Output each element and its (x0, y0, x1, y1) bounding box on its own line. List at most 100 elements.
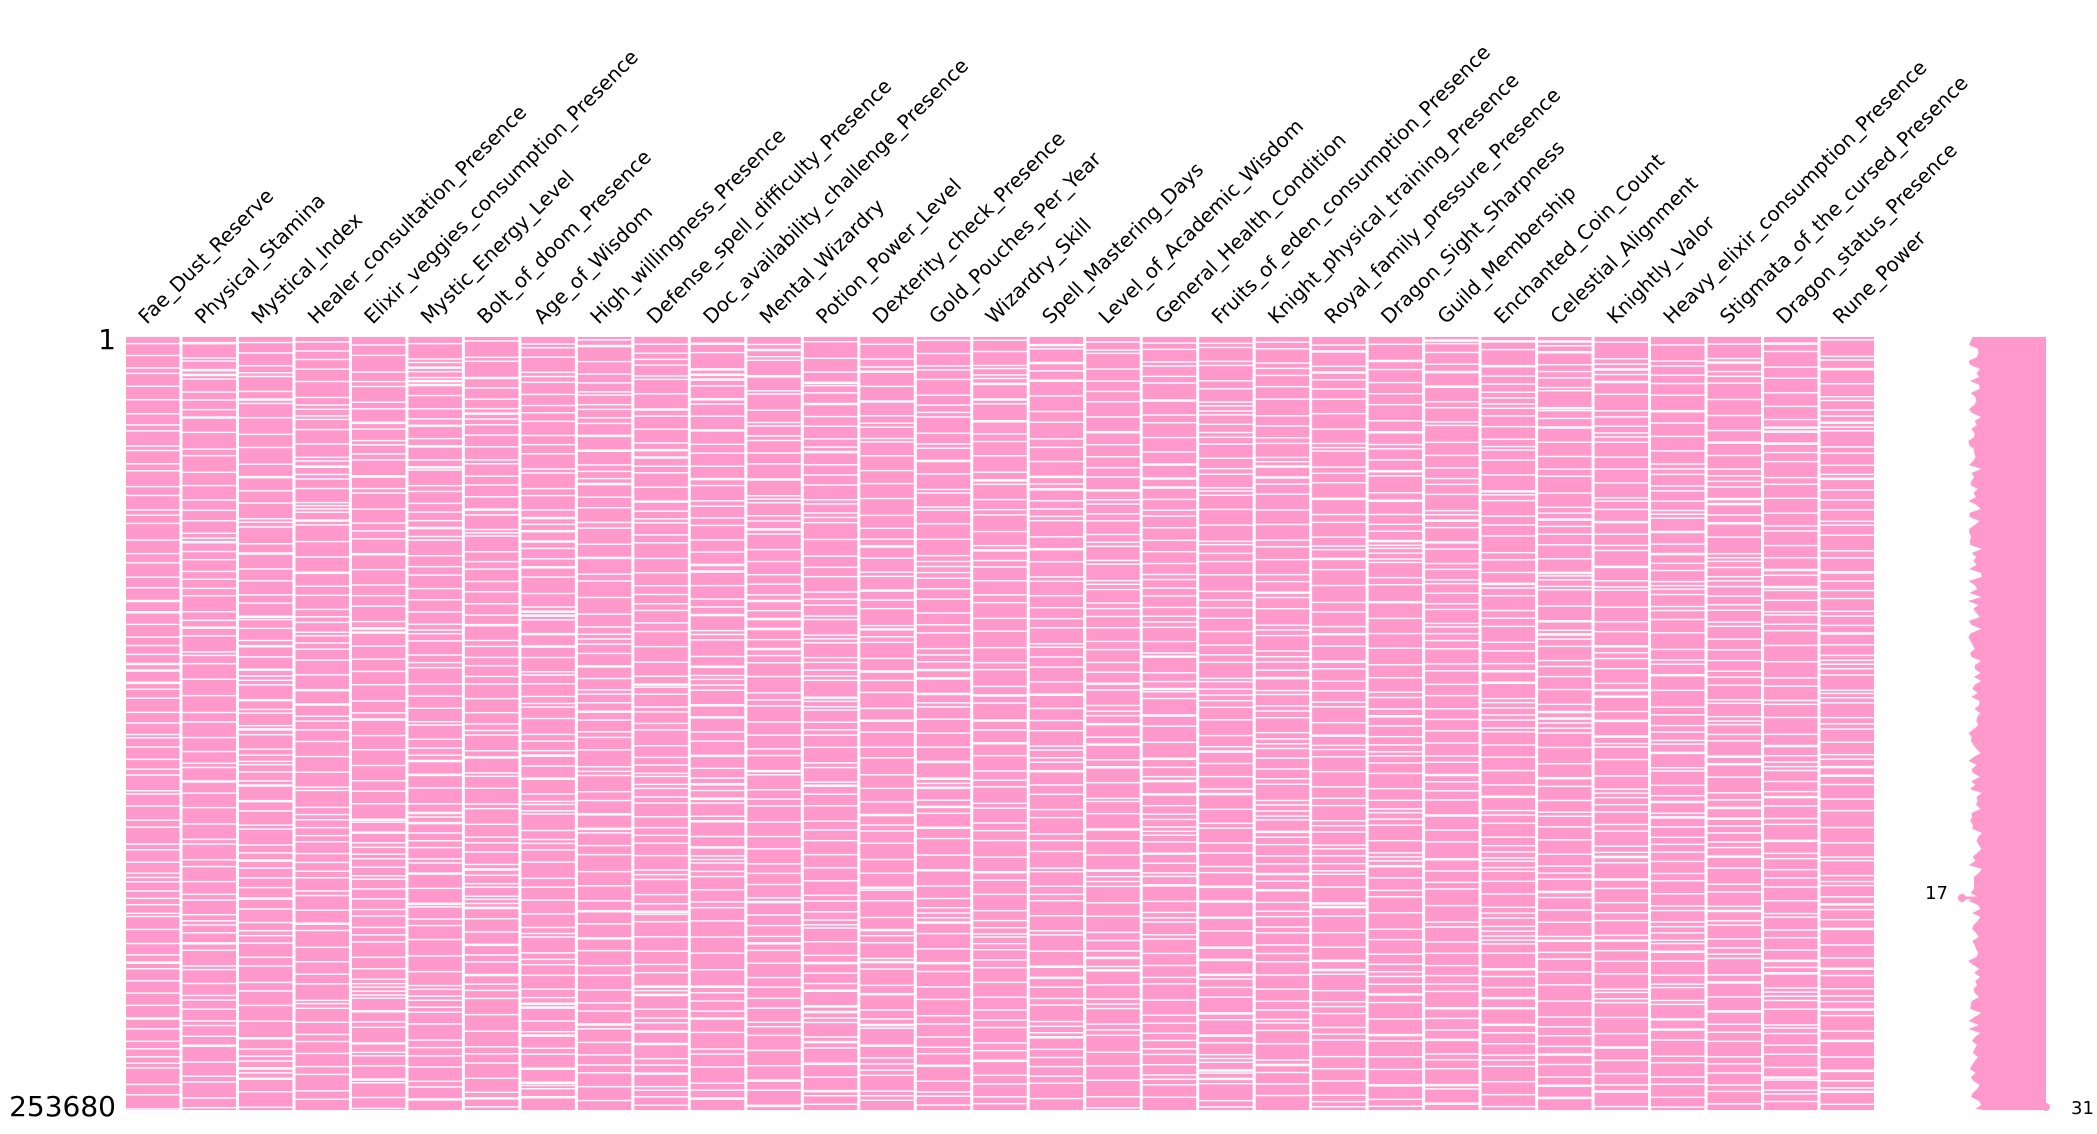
missing-stripe (521, 683, 575, 685)
missing-stripe (1199, 443, 1253, 445)
missing-stripe (634, 1096, 688, 1098)
missing-stripe (1481, 727, 1536, 729)
missing-stripe (1594, 1032, 1649, 1035)
missing-stripe (1142, 348, 1197, 351)
missing-stripe (1425, 514, 1479, 516)
missing-stripe (464, 874, 519, 877)
missing-stripe (1764, 929, 1818, 931)
missing-stripe (1764, 544, 1818, 547)
missing-stripe (1764, 999, 1818, 1002)
missing-stripe (1368, 499, 1423, 503)
missing-stripe (1255, 747, 1310, 750)
missing-stripe (1368, 459, 1423, 461)
missing-stripe (1594, 589, 1649, 591)
missing-stripe (295, 396, 349, 399)
missing-stripe (1425, 548, 1479, 550)
missing-stripe (1199, 508, 1253, 511)
missing-stripe (803, 746, 858, 749)
missing-stripe (577, 422, 632, 425)
missing-stripe (295, 789, 349, 792)
missing-stripe (1594, 500, 1649, 502)
missing-stripe (1481, 595, 1536, 597)
missing-stripe (1086, 368, 1140, 370)
missing-stripe (1764, 868, 1818, 871)
missing-stripe (634, 352, 688, 354)
missing-stripe (916, 459, 971, 463)
missing-stripe (1255, 456, 1310, 459)
missing-stripe (577, 749, 632, 751)
missing-stripe (1425, 1068, 1479, 1070)
missing-stripe (634, 796, 688, 798)
missing-stripe (1481, 571, 1536, 574)
missing-stripe (1029, 707, 1084, 710)
missing-stripe (1086, 869, 1140, 872)
missing-stripe (1651, 905, 1705, 907)
missing-stripe (1425, 755, 1479, 757)
missing-stripe (1368, 617, 1423, 620)
missing-stripe (1029, 421, 1084, 423)
missing-stripe (1199, 423, 1253, 425)
missing-stripe (1142, 606, 1197, 609)
missing-stripe (916, 647, 971, 650)
missing-stripe (1142, 539, 1197, 542)
missing-stripe (126, 599, 180, 603)
missing-stripe (408, 366, 462, 369)
missing-stripes (973, 339, 1027, 1105)
missing-stripe (973, 770, 1027, 772)
missing-stripe (1425, 799, 1479, 801)
missing-stripe (690, 936, 745, 938)
missing-stripe (351, 990, 406, 992)
missing-stripe (690, 397, 745, 401)
missing-stripe (1820, 477, 1874, 481)
missing-stripe (1368, 715, 1423, 718)
missing-stripe (1086, 1107, 1140, 1109)
missing-stripe (690, 655, 745, 658)
missing-stripe (295, 894, 349, 897)
missing-stripe (1820, 1000, 1874, 1003)
missing-stripe (408, 358, 462, 360)
missing-stripe (803, 805, 858, 807)
missing-stripe (1651, 485, 1705, 487)
missing-stripe (1142, 1096, 1197, 1098)
missing-stripe (408, 654, 462, 656)
missing-stripe (690, 1053, 745, 1055)
missing-stripe (464, 1030, 519, 1032)
missing-stripe (1481, 582, 1536, 586)
missing-stripe (1538, 909, 1592, 911)
missing-stripe (351, 853, 406, 855)
missing-stripe (1368, 818, 1423, 820)
missing-stripe (973, 779, 1027, 781)
missing-stripe (238, 580, 293, 582)
missing-stripe (973, 909, 1027, 912)
missing-stripe (1425, 454, 1479, 457)
missing-stripe (1368, 953, 1423, 955)
missing-stripe (634, 408, 688, 411)
missing-stripe (1199, 1072, 1253, 1074)
missing-stripe (803, 1017, 858, 1019)
sparkline-line (1968, 337, 1984, 1110)
missing-stripe (1820, 944, 1874, 946)
missing-stripe (634, 950, 688, 952)
missing-stripe (1764, 568, 1818, 572)
missing-stripe (1086, 401, 1140, 403)
missing-stripe (464, 645, 519, 648)
missing-stripe (1368, 808, 1423, 810)
missing-stripe (1481, 795, 1536, 799)
missing-stripe (1368, 381, 1423, 384)
missing-stripe (408, 906, 462, 908)
missing-stripe (1820, 1087, 1874, 1089)
missing-stripe (634, 783, 688, 786)
missing-stripe (238, 679, 293, 682)
missing-stripe (634, 572, 688, 574)
missing-stripe (408, 754, 462, 756)
missing-stripe (1142, 436, 1197, 439)
missing-stripe (1594, 901, 1649, 904)
missing-stripe (1594, 1084, 1649, 1086)
missing-stripe (1255, 693, 1310, 696)
missing-stripe (1425, 926, 1479, 928)
missing-stripe (1594, 667, 1649, 670)
missing-stripe (1425, 858, 1479, 861)
missing-stripe (1651, 605, 1705, 608)
matrix-column (747, 337, 801, 1110)
missing-stripe (126, 385, 180, 388)
